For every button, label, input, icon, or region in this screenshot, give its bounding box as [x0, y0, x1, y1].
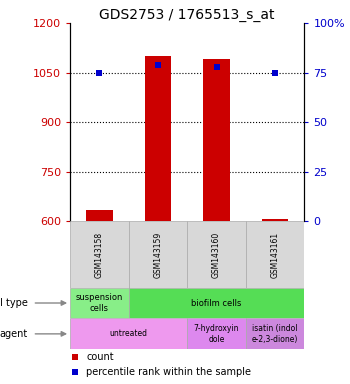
Bar [262, 219, 288, 222]
Text: cell type: cell type [0, 298, 28, 308]
Text: 7-hydroxyin
dole: 7-hydroxyin dole [194, 324, 239, 344]
Text: percentile rank within the sample: percentile rank within the sample [86, 367, 251, 377]
Text: biofilm cells: biofilm cells [191, 298, 242, 308]
Bar [86, 210, 112, 222]
Title: GDS2753 / 1765513_s_at: GDS2753 / 1765513_s_at [99, 8, 275, 22]
Text: GSM143160: GSM143160 [212, 232, 221, 278]
Bar [187, 222, 246, 288]
Point [272, 70, 278, 76]
Text: GSM143159: GSM143159 [153, 232, 162, 278]
Text: suspension
cells: suspension cells [76, 293, 123, 313]
Bar [203, 60, 230, 222]
Bar [187, 318, 246, 349]
Bar [70, 318, 187, 349]
Bar [246, 318, 304, 349]
Bar [129, 288, 304, 318]
Bar [70, 222, 129, 288]
Bar [246, 222, 304, 288]
Bar [129, 222, 187, 288]
Point [97, 70, 102, 76]
Bar [145, 56, 171, 222]
Point [214, 64, 219, 70]
Text: agent: agent [0, 329, 28, 339]
Bar [70, 288, 129, 318]
Point [155, 61, 161, 68]
Text: GSM143158: GSM143158 [95, 232, 104, 278]
Point [72, 369, 77, 376]
Text: untreated: untreated [110, 329, 148, 338]
Point [72, 354, 77, 360]
Text: isatin (indol
e-2,3-dione): isatin (indol e-2,3-dione) [252, 324, 298, 344]
Text: count: count [86, 352, 114, 362]
Text: GSM143161: GSM143161 [271, 232, 280, 278]
